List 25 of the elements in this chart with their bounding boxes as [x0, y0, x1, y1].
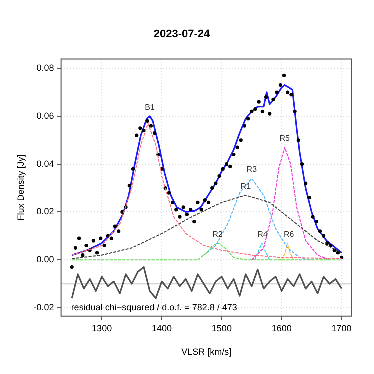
- line-series: [203, 178, 312, 261]
- x-tick-label: 1500: [212, 323, 232, 334]
- y-axis-title: Flux Density [Jy]: [16, 154, 26, 221]
- annotation: R4: [258, 230, 268, 239]
- chart-title: 2023-07-24: [154, 28, 212, 41]
- line-series: [72, 242, 342, 261]
- annotation: residual chi−squared / d.o.f. = 782.8 / 473: [71, 302, 238, 312]
- y-tick-label: 0.06: [36, 110, 54, 121]
- y-tick-label: -0.02: [34, 302, 54, 313]
- annotation: R2: [212, 230, 224, 239]
- annotation: R6: [284, 230, 295, 239]
- x-tick-label: 1600: [272, 323, 292, 334]
- annotation: B1: [145, 102, 156, 112]
- x-tick-label: 1400: [152, 323, 172, 334]
- y-tick-label: 0.02: [36, 206, 54, 217]
- y-tick-label: 0.04: [36, 158, 54, 169]
- y-tick-label: 0.08: [36, 63, 54, 74]
- annotation: R3: [246, 165, 258, 174]
- x-tick-label: 1300: [92, 323, 112, 334]
- x-tick-label: 1700: [332, 323, 352, 334]
- y-tick-label: 0.00: [36, 254, 54, 265]
- annotation: R5: [280, 134, 291, 143]
- line-series: [72, 194, 342, 260]
- annotation: R1: [240, 182, 252, 191]
- x-axis-title: VLSR [km/s]: [182, 347, 232, 358]
